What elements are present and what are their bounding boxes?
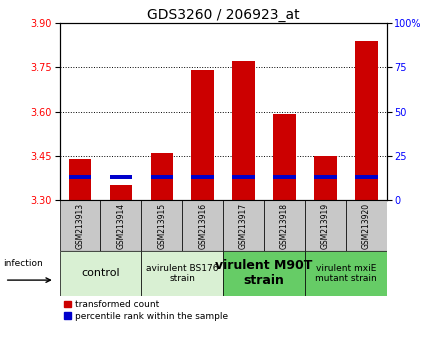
- Text: infection: infection: [3, 259, 43, 268]
- Bar: [69, 175, 91, 179]
- Text: GSM213920: GSM213920: [362, 202, 371, 249]
- Bar: [314, 175, 337, 179]
- Bar: [141, 251, 223, 296]
- Bar: [191, 70, 214, 200]
- Title: GDS3260 / 206923_at: GDS3260 / 206923_at: [147, 8, 300, 22]
- Text: GSM213913: GSM213913: [76, 202, 85, 249]
- Text: virulent mxiE
mutant strain: virulent mxiE mutant strain: [315, 264, 377, 283]
- Text: GSM213918: GSM213918: [280, 203, 289, 249]
- Text: avirulent BS176
strain: avirulent BS176 strain: [146, 264, 218, 283]
- Text: GSM213919: GSM213919: [321, 202, 330, 249]
- Bar: [355, 175, 377, 179]
- Bar: [191, 175, 214, 179]
- Text: GSM213916: GSM213916: [198, 202, 207, 249]
- Bar: [223, 200, 264, 251]
- Bar: [232, 175, 255, 179]
- Text: GSM213914: GSM213914: [116, 202, 125, 249]
- Text: virulent M90T
strain: virulent M90T strain: [215, 259, 313, 287]
- Bar: [60, 251, 141, 296]
- Bar: [232, 61, 255, 200]
- Bar: [69, 159, 91, 200]
- Text: GSM213917: GSM213917: [239, 202, 248, 249]
- Bar: [60, 200, 100, 251]
- Legend: transformed count, percentile rank within the sample: transformed count, percentile rank withi…: [64, 300, 228, 321]
- Bar: [182, 200, 223, 251]
- Text: control: control: [81, 268, 120, 279]
- Bar: [346, 200, 387, 251]
- Bar: [305, 251, 387, 296]
- Bar: [314, 156, 337, 200]
- Bar: [110, 175, 132, 179]
- Bar: [273, 175, 296, 179]
- Bar: [264, 200, 305, 251]
- Bar: [273, 114, 296, 200]
- Bar: [110, 185, 132, 200]
- Text: GSM213915: GSM213915: [157, 202, 166, 249]
- Bar: [141, 200, 182, 251]
- Bar: [100, 200, 141, 251]
- Bar: [355, 41, 377, 200]
- Bar: [150, 175, 173, 179]
- Bar: [305, 200, 346, 251]
- Bar: [223, 251, 305, 296]
- Bar: [150, 153, 173, 200]
